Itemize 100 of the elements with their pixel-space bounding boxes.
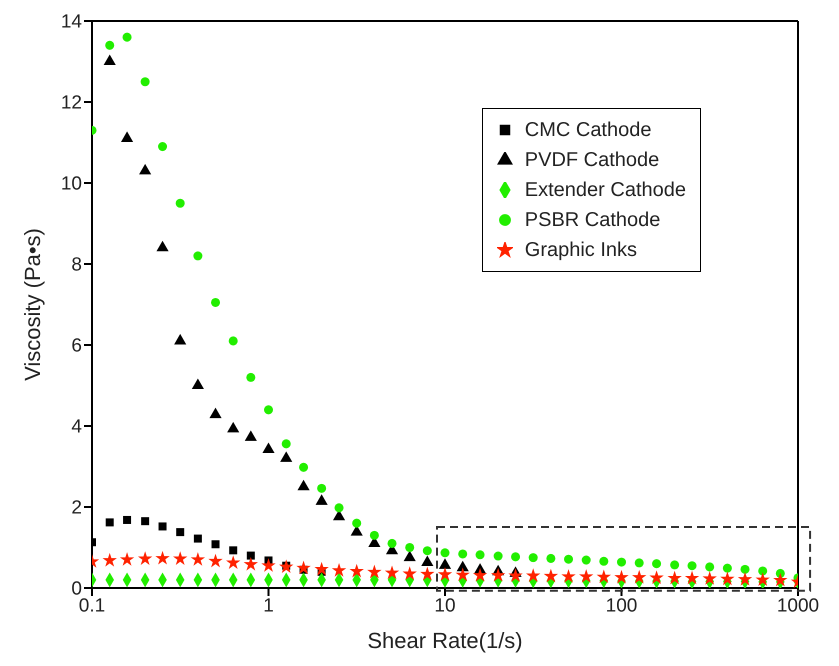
- point: [156, 240, 169, 252]
- point: [370, 530, 379, 540]
- point: [280, 451, 292, 462]
- point: [352, 518, 362, 528]
- point: [614, 570, 629, 584]
- point: [579, 569, 594, 583]
- point: [226, 555, 240, 569]
- y-tick-label: 2: [71, 498, 82, 519]
- point: [229, 546, 238, 554]
- point: [526, 568, 540, 582]
- point: [192, 378, 204, 390]
- point: [227, 422, 240, 432]
- point: [422, 546, 432, 556]
- point: [546, 554, 556, 563]
- point: [388, 538, 397, 548]
- point: [402, 566, 417, 580]
- point: [722, 564, 732, 573]
- point: [317, 484, 326, 493]
- point: [105, 40, 114, 50]
- point: [123, 516, 132, 524]
- point: [561, 569, 576, 583]
- point: [420, 566, 434, 580]
- point: [511, 552, 520, 562]
- point: [616, 558, 626, 567]
- point: [246, 372, 256, 382]
- point: [102, 552, 117, 567]
- x-tick-label: 10: [434, 595, 456, 616]
- point: [508, 568, 523, 582]
- point: [209, 408, 222, 418]
- legend-label: Graphic Inks: [524, 238, 638, 263]
- point: [141, 517, 150, 526]
- point: [316, 494, 328, 505]
- point: [173, 551, 188, 565]
- point: [158, 142, 168, 152]
- x-tick-label: 100: [606, 595, 638, 616]
- point: [582, 556, 591, 565]
- point: [122, 32, 132, 42]
- point: [684, 570, 700, 584]
- point: [261, 558, 276, 572]
- point: [332, 563, 346, 577]
- y-tick-label: 8: [71, 254, 82, 276]
- point: [634, 558, 644, 568]
- point: [564, 554, 574, 564]
- point: [404, 550, 416, 562]
- point: [120, 552, 134, 566]
- point: [632, 570, 646, 584]
- point: [688, 561, 697, 570]
- point: [176, 198, 185, 208]
- point: [667, 570, 682, 584]
- point: [193, 251, 202, 260]
- point: [720, 572, 735, 586]
- point: [279, 559, 294, 574]
- point: [438, 558, 452, 569]
- y-tick-label: 14: [60, 12, 82, 33]
- point: [756, 572, 770, 586]
- x-tick-label: 1: [263, 595, 274, 616]
- point: [438, 567, 452, 581]
- point: [649, 570, 664, 584]
- point: [297, 480, 310, 490]
- y-tick-label: 4: [71, 416, 82, 438]
- point: [367, 564, 382, 578]
- point: [208, 554, 223, 568]
- point: [194, 534, 202, 543]
- x-axis-title: Shear Rate(1/s): [367, 628, 523, 653]
- point: [421, 555, 434, 566]
- point: [599, 556, 608, 566]
- point: [456, 560, 469, 572]
- legend-label: Extender Cathode: [524, 178, 686, 203]
- point: [176, 528, 184, 536]
- point: [458, 549, 468, 558]
- point: [490, 568, 506, 582]
- point: [472, 568, 488, 582]
- legend-label: CMC Cathode: [524, 118, 652, 143]
- point: [299, 462, 308, 472]
- point: [334, 503, 344, 512]
- y-axis-title: Viscosity (Pa•s): [20, 228, 45, 381]
- point: [139, 164, 152, 174]
- legend-label: PSBR Cathode: [524, 208, 660, 233]
- point: [494, 552, 503, 561]
- point: [596, 570, 611, 584]
- point: [456, 567, 470, 582]
- point: [405, 542, 414, 552]
- point: [138, 551, 152, 565]
- point: [140, 77, 150, 86]
- y-tick-label: 12: [60, 92, 82, 114]
- point: [544, 568, 558, 582]
- point: [155, 550, 170, 565]
- point: [246, 552, 255, 560]
- point: [740, 564, 750, 574]
- point: [106, 518, 114, 526]
- point: [705, 562, 714, 572]
- point: [528, 553, 538, 562]
- point: [282, 439, 291, 448]
- point: [228, 336, 238, 346]
- point: [264, 405, 274, 414]
- point: [384, 565, 400, 580]
- point: [158, 522, 167, 530]
- point: [773, 572, 788, 586]
- point: [314, 562, 329, 576]
- point: [738, 572, 752, 586]
